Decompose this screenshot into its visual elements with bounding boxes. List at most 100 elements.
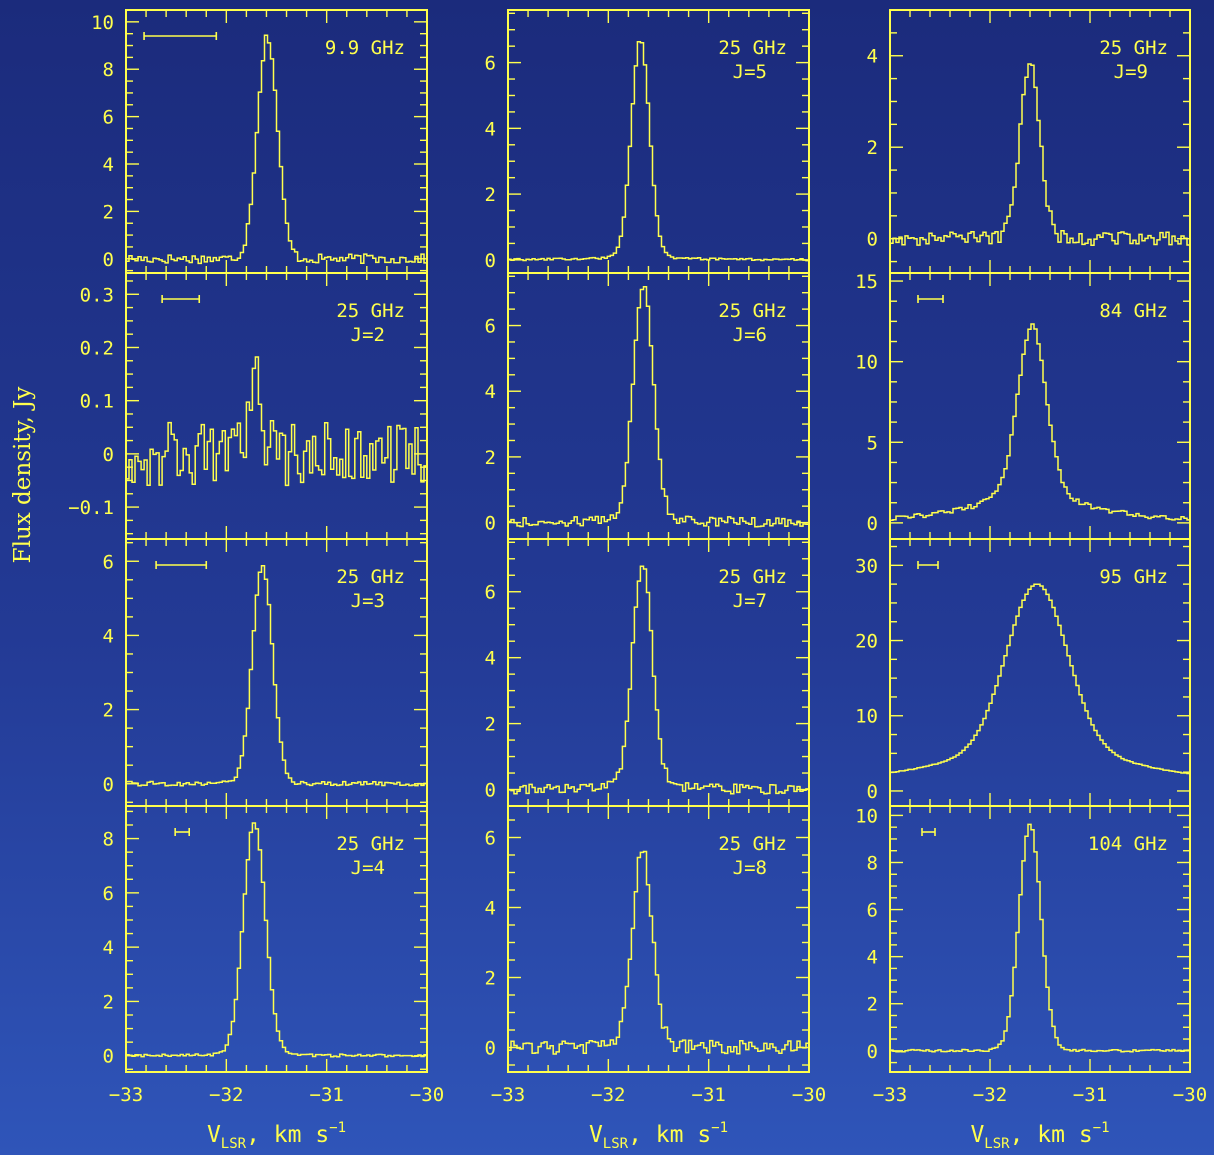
spectrum-line (890, 823, 1190, 1053)
x-axis-labels: −33 −32 −31 −30 VLSR, km s−1 −33 −32 −31 −30 VLSR… (109, 1084, 1207, 1152)
x-tick-label: −30 (1173, 1084, 1207, 1106)
y-tick-label: 6 (485, 582, 496, 604)
x-tick-label: −30 (792, 1084, 826, 1106)
y-tick-label: 4 (485, 648, 496, 670)
spectrum-line (508, 285, 809, 528)
y-tick-label: 4 (867, 46, 878, 68)
y-tick-label: 10 (855, 706, 878, 728)
y-tick-label: 0.1 (80, 391, 114, 413)
y-tick-label: 20 (855, 631, 878, 653)
y-tick-label: 4 (103, 937, 114, 959)
y-tick-label: 2 (485, 714, 496, 736)
y-tick-label: 0 (103, 444, 114, 466)
spectrum-line (508, 565, 809, 795)
y-tick-label: 0 (485, 250, 496, 272)
y-tick-label: 0 (485, 513, 496, 535)
y-tick-label: 2 (485, 184, 496, 206)
y-tick-label: 8 (103, 829, 114, 851)
panel-frame (507, 805, 810, 1073)
x-tick-label: −31 (692, 1084, 726, 1106)
panel-transition-label: J=5 (733, 61, 767, 83)
panel-frequency-label: 25 GHz (718, 300, 787, 322)
x-axis-label: VLSR, km s−1 (970, 1120, 1109, 1152)
y-tick-label: 0 (103, 774, 114, 796)
spectrum-line (126, 565, 427, 787)
y-tick-label: 0.3 (80, 284, 114, 306)
y-tick-label: 4 (103, 154, 114, 176)
y-tick-label: 4 (485, 118, 496, 140)
panel-frequency-label: 95 GHz (1099, 566, 1168, 588)
panel-frequency-label: 9.9 GHz (325, 37, 405, 59)
y-tick-label: 10 (855, 352, 878, 374)
panel-transition-label: J=7 (733, 590, 767, 612)
y-tick-label: 4 (867, 947, 878, 969)
y-tick-label: 2 (485, 968, 496, 990)
y-tick-label: 0 (103, 249, 114, 271)
y-tick-label: 6 (103, 551, 114, 573)
panel-frequency-label: 25 GHz (718, 37, 787, 59)
panel-transition-label: J=8 (733, 857, 767, 879)
y-tick-label: 15 (855, 271, 878, 293)
x-tick-label: −33 (109, 1084, 143, 1106)
y-tick-label: 0 (867, 229, 878, 251)
spectrum-line (126, 356, 427, 487)
y-tick-label: 0 (867, 513, 878, 535)
y-tick-label: 6 (103, 107, 114, 129)
y-tick-label: −0.1 (68, 497, 114, 519)
spectrum-line (890, 63, 1190, 247)
y-tick-label: 0 (103, 1046, 114, 1068)
y-tick-label: 8 (103, 59, 114, 81)
panel-frequency-label: 25 GHz (1099, 37, 1168, 59)
x-tick-label: −32 (973, 1084, 1007, 1106)
panel-frequency-label: 104 GHz (1088, 833, 1168, 855)
panel-frequency-label: 25 GHz (336, 566, 405, 588)
y-tick-label: 2 (485, 447, 496, 469)
spectrum-line (126, 34, 427, 265)
x-tick-label: −33 (873, 1084, 907, 1106)
y-tick-label: 6 (485, 828, 496, 850)
panel-frequency-label: 25 GHz (336, 300, 405, 322)
y-tick-label: 4 (485, 381, 496, 403)
panel-transition-label: J=9 (1114, 61, 1148, 83)
spectrum-panel: 0 2 4 6 8 10 9.9 GHz (91, 9, 428, 274)
y-tick-label: 2 (103, 991, 114, 1013)
spectrum-line (508, 41, 809, 262)
panel-transition-label: J=6 (733, 324, 767, 346)
spectrum-line (126, 822, 427, 1058)
y-tick-label: 2 (103, 700, 114, 722)
panel-frequency-label: 25 GHz (718, 833, 787, 855)
x-axis-label: VLSR, km s−1 (207, 1120, 346, 1152)
spectrum-panel: 0 5 10 15 84 GHz (855, 271, 1191, 540)
y-tick-label: 6 (867, 900, 878, 922)
y-tick-label: 2 (103, 201, 114, 223)
spectrum-panel: 0 10 20 30 95 GHz (855, 538, 1191, 807)
y-tick-label: 2 (867, 994, 878, 1016)
y-tick-label: 0 (867, 1041, 878, 1063)
y-tick-label: 6 (485, 316, 496, 338)
spectrum-line (890, 323, 1190, 522)
y-tick-label: 0.2 (80, 337, 114, 359)
y-axis-label: Flux density, Jy (10, 387, 36, 564)
panel-frequency-label: 84 GHz (1099, 300, 1168, 322)
y-tick-label: 6 (485, 53, 496, 75)
y-tick-label: 2 (867, 137, 878, 159)
y-tick-label: 6 (103, 883, 114, 905)
x-tick-label: −31 (310, 1084, 344, 1106)
panel-frequency-label: 25 GHz (336, 833, 405, 855)
x-tick-label: −30 (410, 1084, 444, 1106)
y-tick-label: 0 (867, 781, 878, 803)
y-tick-label: 5 (867, 432, 878, 454)
panel-frame (125, 805, 428, 1073)
panel-transition-label: J=2 (351, 324, 385, 346)
y-tick-label: 0 (485, 780, 496, 802)
y-tick-label: 4 (103, 625, 114, 647)
x-tick-label: −32 (209, 1084, 243, 1106)
